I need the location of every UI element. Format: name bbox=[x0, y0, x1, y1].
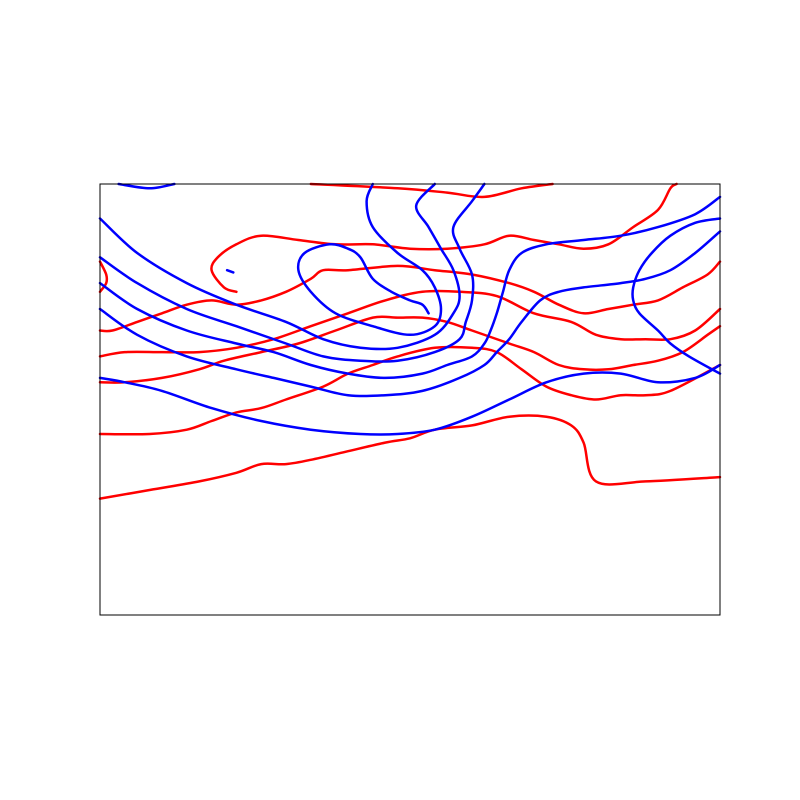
red-contour-line-7 bbox=[210, 182, 678, 294]
blue-contour-line-17 bbox=[225, 268, 235, 274]
blue-contour-line-16 bbox=[631, 217, 722, 375]
red-contour-line-6 bbox=[98, 260, 109, 294]
blue-contour-line-14 bbox=[117, 182, 176, 190]
blue-contour-line-9 bbox=[98, 363, 722, 436]
blue-contour-line-12 bbox=[98, 182, 486, 363]
contour-lines bbox=[98, 182, 722, 500]
blue-contour-line-11 bbox=[98, 195, 722, 380]
blue-contour-line-13 bbox=[98, 182, 461, 351]
red-contour-line-1 bbox=[98, 414, 722, 500]
blue-contour-line-15 bbox=[296, 182, 443, 337]
red-contour-line-8 bbox=[309, 182, 554, 199]
plot-area bbox=[100, 184, 720, 615]
red-contour-line-2 bbox=[98, 345, 722, 436]
red-contour-line-4 bbox=[98, 289, 722, 358]
plot-frame bbox=[99, 183, 721, 616]
